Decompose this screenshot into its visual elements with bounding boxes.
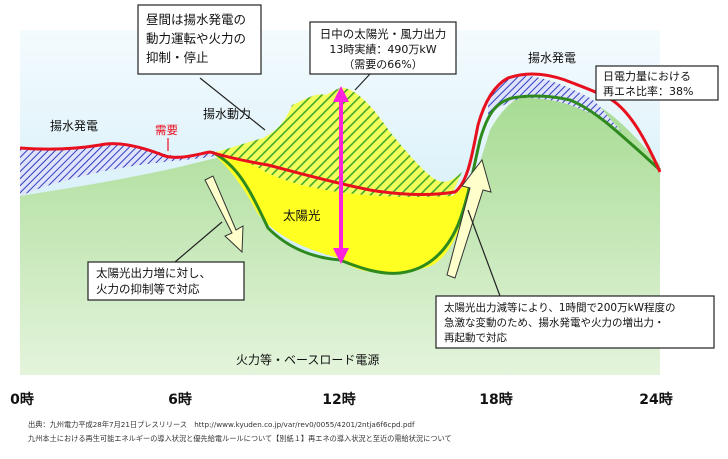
callout-pointer-midday — [199, 77, 266, 131]
callout-solar-wind-line-1: 日中の太陽光・風力出力 — [320, 27, 447, 41]
callout-ratio-line-1: 日電力量における — [603, 70, 691, 83]
solar-decrease-arrow — [446, 158, 492, 279]
callout-pointer-solar-wind — [354, 73, 371, 91]
callout-solar-increase: 太陽光出力増に対し、 火力の抑制等で対応 — [87, 261, 245, 301]
demand-curve — [19, 72, 662, 196]
callout-ratio-line-2: 再エネ比率：38% — [603, 84, 693, 98]
callout-daily-ratio: 日電力量における 再エネ比率：38% — [595, 65, 719, 101]
callout-solar-wind: 日中の太陽光・風力出力 13時実績：490万kW （需要の66%） — [309, 21, 457, 75]
label-pumping-power: 揚水動力 — [203, 107, 251, 121]
callout-midday-line-2: 動力運転や火力の — [146, 31, 246, 46]
label-pumped-left: 揚水発電 — [50, 119, 98, 133]
callout-midday-pumped: 昼間は揚水発電の 動力運転や火力の 抑制・停止 — [137, 4, 262, 75]
time-tick-12: 12時 — [322, 391, 355, 408]
time-tick-18: 18時 — [479, 391, 512, 408]
footer-title: 九州本土における再生可能エネルギーの導入状況と優先給電ルールについて【別紙１】再… — [28, 434, 452, 443]
base-load-curve — [211, 94, 662, 275]
callout-pointer-increase — [174, 221, 223, 263]
callout-solar-wind-line-2: 13時実績：490万kW — [329, 42, 436, 56]
callout-midday-line-3: 抑制・停止 — [146, 50, 209, 65]
callout-solar-decrease: 太陽光出力減等により、1時間で200万kW程度の 急激な変動のため、揚水発電や火… — [435, 295, 715, 349]
callout-increase-line-1: 太陽光出力増に対し、 — [96, 266, 211, 280]
footer-source: 出典：九州電力平成28年7月21日プレスリリース http://www.kyud… — [28, 420, 415, 429]
callout-decrease-line-1: 太陽光出力減等により、1時間で200万kW程度の — [444, 301, 676, 314]
label-base-load: 火力等・ベースロード電源 — [236, 353, 379, 367]
time-tick-24: 24時 — [639, 391, 672, 408]
pumped-storage-right — [488, 75, 622, 132]
label-pumped-right: 揚水発電 — [528, 51, 576, 65]
callout-solar-wind-line-3: （需要の66%） — [343, 58, 422, 71]
solar-increase-arrow — [204, 175, 244, 254]
callout-midday-line-1: 昼間は揚水発電の — [146, 12, 246, 27]
callout-pointer-decrease — [467, 209, 501, 297]
callout-decrease-line-2: 急激な変動のため、揚水発電や火力の増出力・ — [444, 316, 665, 329]
label-solar: 太陽光 — [283, 208, 321, 223]
time-tick-0: 0時 — [10, 391, 34, 408]
time-tick-6: 6時 — [168, 391, 192, 408]
label-demand: 需要 — [155, 123, 178, 137]
callout-increase-line-2: 火力の抑制等で対応 — [96, 282, 200, 296]
callout-decrease-line-3: 再起動で対応 — [444, 331, 507, 344]
